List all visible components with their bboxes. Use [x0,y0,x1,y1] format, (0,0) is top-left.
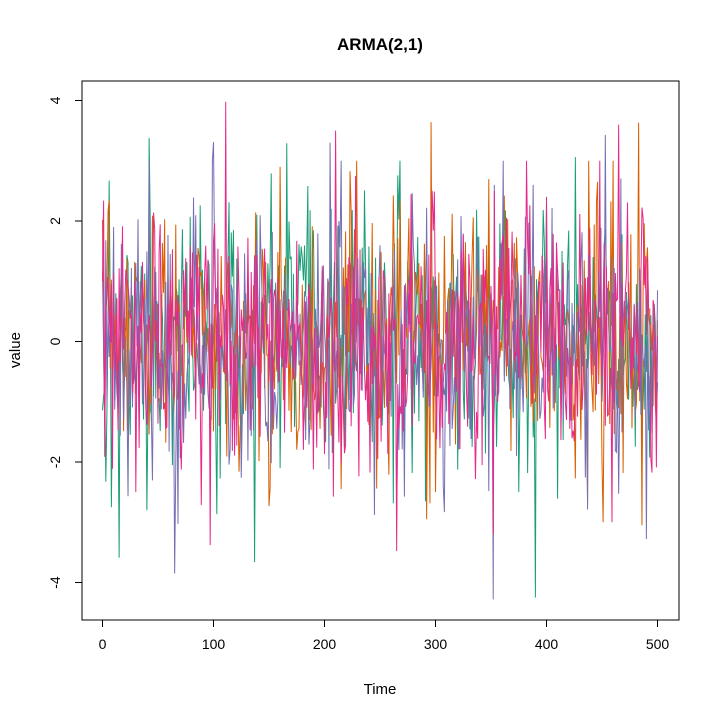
x-tick-label: 500 [646,636,670,652]
y-axis-label: value [7,332,24,368]
y-tick-label: 2 [47,217,63,225]
series-group [102,101,658,600]
chart-title: ARMA(2,1) [337,35,423,54]
y-tick-label: -4 [47,576,63,589]
y-tick-label: -2 [47,456,63,469]
y-axis: -4 -2 0 2 4 [47,96,83,589]
x-tick-label: 300 [424,636,448,652]
x-axis: 0 100 200 300 400 500 [99,619,670,652]
x-tick-label: 100 [202,636,226,652]
y-tick-label: 4 [47,96,63,104]
y-tick-label: 0 [47,337,63,345]
series-line-4 [102,101,658,552]
x-tick-label: 200 [313,636,337,652]
series-line-3 [102,134,658,600]
x-tick-label: 0 [99,636,107,652]
x-tick-label: 400 [535,636,559,652]
x-axis-label: Time [364,681,397,698]
